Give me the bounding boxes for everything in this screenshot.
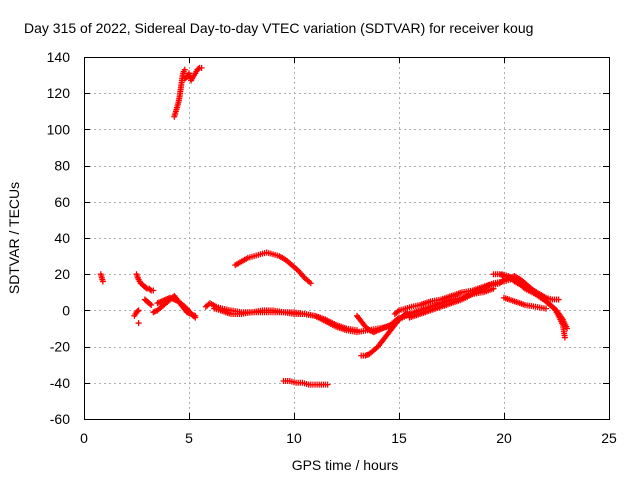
data-series-s21 xyxy=(498,271,562,303)
data-series-s22 xyxy=(501,294,549,312)
data-point xyxy=(150,287,157,294)
data-point xyxy=(147,301,154,308)
data-point xyxy=(147,286,154,293)
data-point xyxy=(555,296,562,303)
data-point xyxy=(561,334,568,341)
data-series-s8 xyxy=(171,66,188,120)
data-series-s13 xyxy=(280,377,331,388)
tick-marks xyxy=(84,57,610,420)
y-tick-label: 140 xyxy=(47,49,71,65)
data-point xyxy=(324,381,331,388)
grid xyxy=(84,57,609,419)
y-tick-labels: -60 -40 -20 0 20 40 60 80 100 120 140 xyxy=(47,49,71,427)
y-tick-label: -20 xyxy=(50,339,70,355)
x-axis-label: GPS time / hours xyxy=(292,457,399,473)
data-point xyxy=(543,305,549,312)
y-tick-label: 20 xyxy=(54,266,70,282)
data-series-s1 xyxy=(97,271,106,285)
x-tick-label: 10 xyxy=(286,430,302,446)
data-series-s7 xyxy=(154,294,199,321)
data-series-s18 xyxy=(406,282,493,321)
data-series-s5 xyxy=(141,296,155,308)
data-layer xyxy=(97,64,570,388)
data-point xyxy=(198,64,205,71)
data-point xyxy=(99,278,106,285)
y-tick-label: 60 xyxy=(54,194,70,210)
x-tick-label: 0 xyxy=(80,430,88,446)
data-point xyxy=(142,284,149,291)
data-series-s3 xyxy=(131,307,142,319)
data-series-s4 xyxy=(135,320,142,327)
x-tick-label: 15 xyxy=(391,430,407,446)
y-tick-label: -60 xyxy=(50,411,70,427)
chart-title: Day 315 of 2022, Sidereal Day-to-day VTE… xyxy=(24,20,533,36)
data-point xyxy=(307,280,314,287)
x-tick-label: 25 xyxy=(601,430,617,446)
data-series-s12 xyxy=(232,249,314,287)
y-tick-label: 100 xyxy=(47,121,71,137)
y-tick-label: 80 xyxy=(54,158,70,174)
x-tick-labels: 0 5 10 15 20 25 xyxy=(80,430,617,446)
y-tick-label: 0 xyxy=(62,302,70,318)
y-tick-label: 120 xyxy=(47,85,71,101)
data-point xyxy=(135,307,142,314)
data-point xyxy=(181,66,188,73)
y-axis-label: SDTVAR / TECUs xyxy=(6,182,22,294)
y-tick-label: 40 xyxy=(54,230,70,246)
data-point xyxy=(148,301,155,308)
data-point xyxy=(195,65,202,72)
y-tick-label: -40 xyxy=(50,375,70,391)
x-tick-label: 5 xyxy=(185,430,193,446)
data-series-s9 xyxy=(181,64,205,84)
data-series-s2 xyxy=(133,271,157,294)
data-point xyxy=(192,314,199,321)
data-point xyxy=(135,320,142,327)
data-point xyxy=(134,308,141,315)
x-tick-label: 20 xyxy=(496,430,512,446)
